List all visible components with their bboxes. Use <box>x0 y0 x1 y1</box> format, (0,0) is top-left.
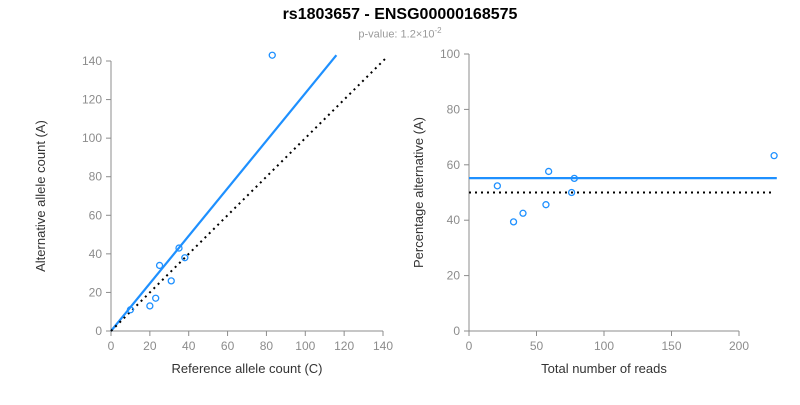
fit-line <box>110 54 338 332</box>
data-point <box>146 302 154 310</box>
x-tick-label: 0 <box>108 339 115 353</box>
y-tick-label: 40 <box>447 213 461 227</box>
y-tick-label: 20 <box>447 269 461 283</box>
x-tick-label: 200 <box>729 339 749 353</box>
data-point <box>519 209 527 217</box>
x-tick-label: 20 <box>143 339 157 353</box>
data-point <box>542 201 550 209</box>
y-tick-label: 60 <box>447 158 461 172</box>
y-tick-label: 80 <box>89 170 103 184</box>
y-tick-label: 20 <box>89 285 103 299</box>
x-tick-label: 80 <box>260 339 274 353</box>
y-tick-label: 100 <box>82 131 102 145</box>
y-tick-label: 0 <box>453 324 460 338</box>
y-tick-label: 60 <box>89 208 103 222</box>
x-tick-label: 120 <box>334 339 354 353</box>
data-point <box>181 254 189 262</box>
x-tick-label: 100 <box>295 339 315 353</box>
y-tick-label: 140 <box>82 54 102 68</box>
data-point <box>167 277 175 285</box>
x-tick-label: 140 <box>373 339 393 353</box>
y-tick-label: 80 <box>447 102 461 116</box>
data-point <box>175 244 183 252</box>
x-tick-label: 50 <box>530 339 544 353</box>
y-tick-label: 0 <box>95 324 102 338</box>
data-point <box>126 306 135 314</box>
x-tick-label: 100 <box>594 339 614 353</box>
y-tick-label: 40 <box>89 247 103 261</box>
data-point <box>268 51 276 59</box>
figure-title: rs1803657 - ENSG00000168575 <box>282 6 518 23</box>
x-tick-label: 40 <box>182 339 196 353</box>
data-point <box>493 182 501 190</box>
x-tick-label: 0 <box>466 339 473 353</box>
figure-subtitle: p-value: 1.2×10-2 <box>0 26 800 41</box>
x-axis-label: Reference allele count (C) <box>171 361 322 376</box>
y-axis-label: Percentage alternative (A) <box>411 117 426 268</box>
allele-count-scatter: 0 20 40 60 80 100 120 140 0 20 40 60 80 100 120 140 Refe… <box>33 51 393 376</box>
x-tick-label: 60 <box>221 339 235 353</box>
right-scatter-panel: 0 50 100 150 200 0 20 40 60 80 100 Total number of … <box>400 40 800 400</box>
x-axis-label: Total number of reads <box>541 361 667 376</box>
left-scatter-panel: 0 20 40 60 80 100 120 140 0 20 40 60 80 100 120 140 Refe… <box>0 40 400 400</box>
percentage-scatter: 0 50 100 150 200 0 20 40 60 80 100 Total number of … <box>411 47 778 376</box>
data-point <box>544 167 553 176</box>
data-point <box>770 152 778 160</box>
data-point <box>570 174 578 183</box>
pvalue-exponent: -2 <box>434 26 442 35</box>
data-point <box>567 188 576 197</box>
y-tick-label: 120 <box>82 93 102 107</box>
y-tick-label: 100 <box>440 47 460 61</box>
y-axis-label: Alternative allele count (A) <box>33 120 48 272</box>
identity-line <box>110 56 388 332</box>
data-point <box>155 261 164 270</box>
pvalue-text: p-value: 1.2×10 <box>358 28 435 41</box>
x-tick-label: 150 <box>661 339 681 353</box>
data-point <box>509 218 518 226</box>
data-point <box>152 294 160 302</box>
